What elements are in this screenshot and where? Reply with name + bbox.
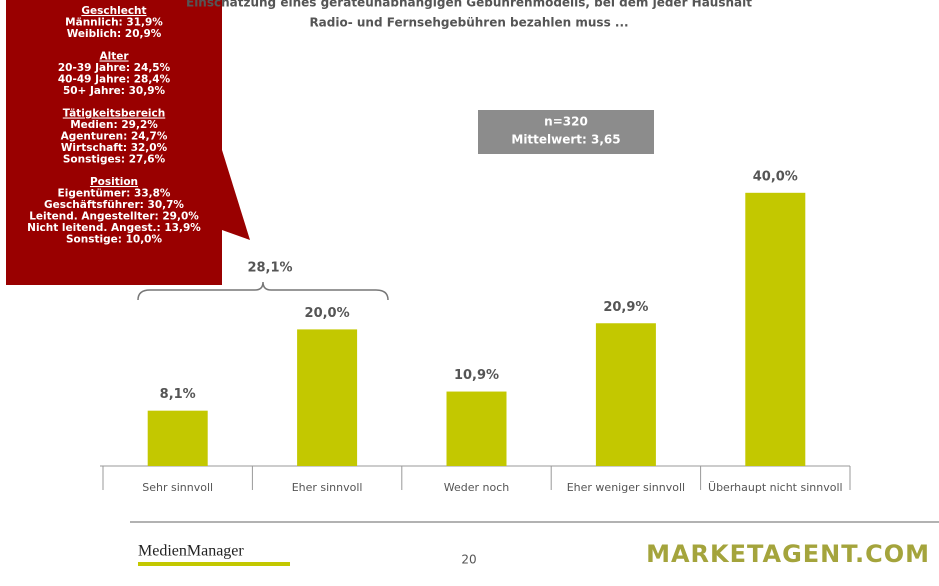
bar — [147, 410, 208, 466]
chart-title: Radio- und Fernsehgebühren bezahlen muss… — [309, 16, 628, 30]
bar — [297, 329, 358, 466]
bar — [446, 391, 507, 466]
x-tick-label: Eher sinnvoll — [292, 481, 363, 494]
callout-line: Geschäftsführer: 30,7% — [44, 199, 184, 211]
callout-line: Sonstiges: 27,6% — [63, 154, 166, 166]
callout-line: Weiblich: 20,9% — [67, 28, 162, 40]
callout-pointer — [222, 150, 250, 240]
callout-line: 20-39 Jahre: 24,5% — [58, 62, 171, 74]
logo-right: MARKETAGENT.COM — [646, 540, 930, 568]
callout-line: Nicht leitend. Angest.: 13,9% — [27, 222, 201, 234]
callout-line: 50+ Jahre: 30,9% — [63, 85, 166, 97]
value-label: 10,9% — [454, 368, 499, 383]
callout-line: Medien: 29,2% — [70, 119, 158, 131]
callout-line: Sonstige: 10,0% — [66, 234, 163, 246]
callout-heading: Alter — [99, 51, 129, 63]
stats-text: Mittelwert: 3,65 — [511, 133, 620, 147]
x-tick-label: Überhaupt nicht sinnvoll — [708, 481, 843, 494]
x-tick-label: Eher weniger sinnvoll — [567, 481, 685, 494]
callout-heading: Geschlecht — [81, 5, 146, 17]
callout-line: Agenturen: 24,7% — [61, 131, 168, 143]
value-label: 40,0% — [753, 169, 798, 184]
bar — [595, 323, 656, 466]
callout-line: Leitend. Angestellter: 29,0% — [29, 211, 199, 223]
callout-line: Männlich: 31,9% — [65, 17, 163, 29]
callout-line: Wirtschaft: 32,0% — [61, 142, 168, 154]
page-number: 20 — [461, 553, 476, 567]
logo-left-underline — [138, 562, 290, 566]
callout-heading: Position — [90, 176, 138, 188]
bracket-label: 28,1% — [247, 261, 292, 276]
stats-text: n=320 — [544, 115, 588, 129]
callout-line: Eigentümer: 33,8% — [58, 188, 171, 200]
bar — [745, 192, 806, 467]
value-label: 20,0% — [305, 306, 350, 321]
callout-box — [6, 0, 222, 285]
logo-left: MedienManager — [138, 543, 244, 560]
value-label: 20,9% — [603, 300, 648, 315]
x-tick-label: Weder noch — [444, 481, 510, 494]
bracket — [137, 281, 389, 301]
value-label: 8,1% — [160, 387, 196, 402]
callout-heading: Tätigkeitsbereich — [63, 108, 165, 120]
stats-box — [478, 110, 654, 154]
callout-line: 40-49 Jahre: 28,4% — [58, 74, 171, 86]
chart-title: Einschätzung eines geräteunabhängigen Ge… — [186, 0, 752, 10]
x-tick-label: Sehr sinnvoll — [142, 481, 213, 494]
